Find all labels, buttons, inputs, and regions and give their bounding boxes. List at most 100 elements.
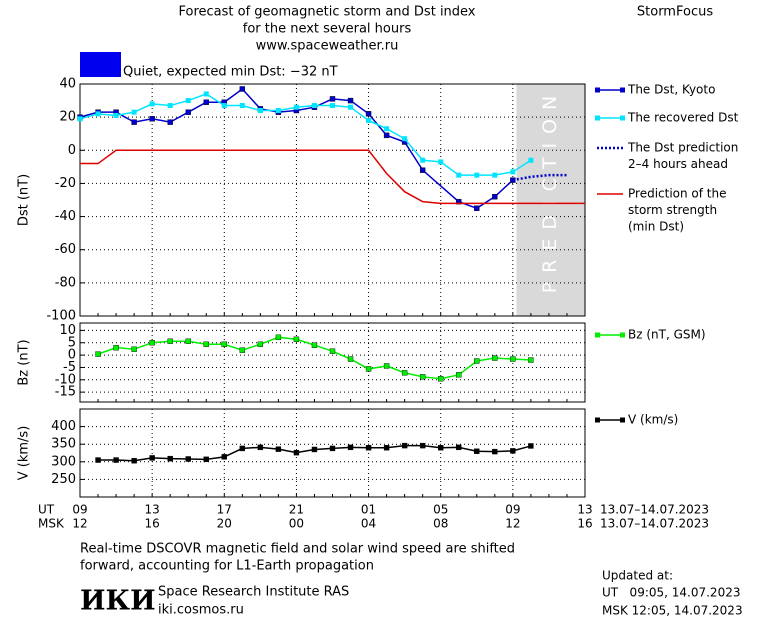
- data-point: [113, 112, 119, 118]
- legend-label: The Dst, Kyoto: [627, 83, 715, 97]
- panel-frame: [79, 322, 586, 403]
- ut-label: UT: [38, 503, 55, 517]
- data-point: [311, 103, 317, 109]
- y-axis-label: Bz (nT): [17, 339, 32, 385]
- legend-marker: [620, 87, 625, 93]
- note: Real-time DSCOVR magnetic field and sola…: [80, 542, 515, 557]
- y-tick-label: -10: [55, 372, 76, 387]
- data-point: [131, 109, 137, 115]
- data-point: [275, 108, 281, 114]
- data-point: [149, 340, 155, 346]
- y-axis-label: V (km/s): [17, 426, 32, 481]
- data-point: [419, 442, 426, 449]
- title: www.spaceweather.ru: [256, 39, 399, 54]
- data-point: [366, 117, 372, 123]
- data-point: [401, 442, 408, 449]
- data-point: [474, 205, 480, 211]
- x-tick-label: 09: [72, 503, 87, 517]
- data-point: [95, 351, 101, 357]
- legend-label: storm strength: [628, 203, 717, 217]
- data-point: [474, 448, 480, 454]
- data-point: [275, 446, 282, 452]
- data-point: [203, 341, 209, 347]
- data-point: [221, 103, 227, 109]
- y-tick-label: 250: [51, 472, 76, 487]
- updated-ut: UT 09:05, 14.07.2023: [602, 586, 740, 600]
- data-point: [365, 366, 372, 372]
- data-point: [221, 454, 227, 460]
- data-point: [438, 159, 444, 165]
- data-point: [167, 455, 173, 462]
- data-point: [149, 116, 155, 122]
- x-tick-label: 17: [217, 503, 232, 517]
- data-point: [257, 108, 263, 114]
- data-point: [149, 455, 155, 461]
- data-point: [257, 444, 264, 451]
- data-point: [185, 338, 191, 344]
- data-point: [528, 443, 534, 449]
- data-point: [330, 103, 335, 109]
- y-tick-label: 5: [68, 335, 76, 350]
- legend-label: Prediction of the: [628, 187, 727, 201]
- x-tick-label: 20: [217, 517, 232, 531]
- legend-label: 2–4 hours ahead: [628, 157, 728, 171]
- x-tick-label: 00: [289, 517, 304, 531]
- data-point: [95, 111, 101, 117]
- prediction-region: [516, 84, 585, 316]
- y-tick-label: -20: [55, 176, 76, 191]
- legend-label: (min Dst): [628, 220, 684, 234]
- data-point: [456, 172, 462, 178]
- legend-label: The recovered Dst: [627, 111, 739, 125]
- data-point: [311, 446, 318, 453]
- data-point: [275, 334, 282, 341]
- data-point: [456, 444, 462, 451]
- legend-marker: [620, 417, 625, 423]
- legend-label: The Dst prediction: [627, 141, 738, 155]
- data-point: [347, 356, 354, 362]
- data-point: [239, 445, 246, 452]
- y-tick-label: 300: [51, 454, 76, 469]
- data-point: [113, 457, 119, 463]
- y-tick-label: 10: [59, 323, 76, 338]
- y-tick-label: 400: [51, 419, 76, 434]
- legend-marker: [620, 115, 625, 121]
- data-point: [167, 338, 173, 344]
- legend-marker: [620, 332, 625, 338]
- data-point: [203, 91, 209, 97]
- data-point: [77, 116, 83, 122]
- title: Forecast of geomagnetic storm and Dst in…: [178, 5, 475, 20]
- data-point: [438, 376, 444, 382]
- data-point: [239, 347, 246, 353]
- x-tick-label: 13: [145, 503, 160, 517]
- y-tick-label: 20: [59, 110, 76, 125]
- series-line: [512, 173, 567, 182]
- data-point: [293, 449, 300, 456]
- data-point: [510, 448, 516, 454]
- x-tick-label: 13: [577, 503, 592, 517]
- x-tick-label: 01: [361, 503, 376, 517]
- data-point: [131, 458, 137, 464]
- ut-range: 13.07–14.07.2023: [600, 503, 709, 517]
- y-axis-label: Dst (nT): [17, 174, 32, 226]
- x-tick-label: 08: [433, 517, 448, 531]
- data-point: [383, 132, 390, 139]
- x-tick-label: 21: [289, 503, 304, 517]
- legend-marker: [595, 332, 600, 338]
- series-line: [80, 149, 585, 205]
- data-point: [474, 172, 480, 178]
- x-tick-label: 16: [577, 517, 592, 531]
- brand: StormFocus: [637, 5, 713, 20]
- data-point: [203, 456, 209, 463]
- updated-msk: MSK 12:05, 14.07.2023: [602, 604, 743, 618]
- legend-label: V (km/s): [628, 413, 678, 427]
- data-point: [329, 96, 336, 102]
- x-tick-label: 12: [72, 517, 87, 531]
- data-point: [492, 355, 498, 361]
- data-point: [293, 104, 299, 110]
- site: iki.cosmos.ru: [158, 603, 244, 618]
- data-point: [474, 358, 480, 364]
- data-point: [131, 119, 137, 125]
- x-tick-label: 12: [505, 517, 520, 531]
- logo: ИКИ: [80, 586, 156, 617]
- updated-label: Updated at:: [602, 569, 673, 583]
